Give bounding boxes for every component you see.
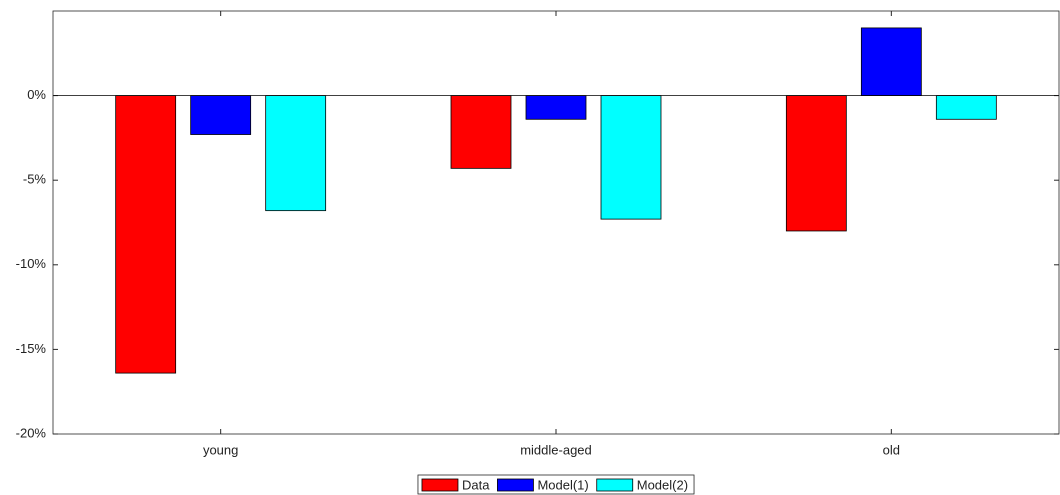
legend-swatch <box>596 478 634 492</box>
bar <box>785 95 847 232</box>
x-tick-label: young <box>203 442 238 457</box>
y-tick-label: -20% <box>16 425 47 440</box>
legend-label: Model(1) <box>537 477 588 492</box>
bar <box>190 95 252 135</box>
bar <box>525 95 587 120</box>
legend-label: Data <box>462 477 490 492</box>
legend: Data Model(1) Model(2) <box>417 474 695 495</box>
bar <box>115 95 177 374</box>
bar <box>450 95 512 169</box>
y-tick-label: 0% <box>27 87 46 102</box>
legend-swatch <box>421 478 459 492</box>
bar <box>860 27 922 97</box>
bar <box>265 95 327 212</box>
legend-label: Model(2) <box>637 477 688 492</box>
bar <box>600 95 662 220</box>
legend-box <box>417 474 695 495</box>
axes-box <box>52 10 1060 435</box>
y-tick-label: -15% <box>16 341 47 356</box>
y-tick-label: -5% <box>23 172 47 187</box>
x-tick-label: old <box>883 442 900 457</box>
bar <box>935 95 997 120</box>
x-tick-label: middle-aged <box>520 442 592 457</box>
legend-swatch <box>497 478 534 492</box>
y-tick-label: -10% <box>16 256 47 271</box>
